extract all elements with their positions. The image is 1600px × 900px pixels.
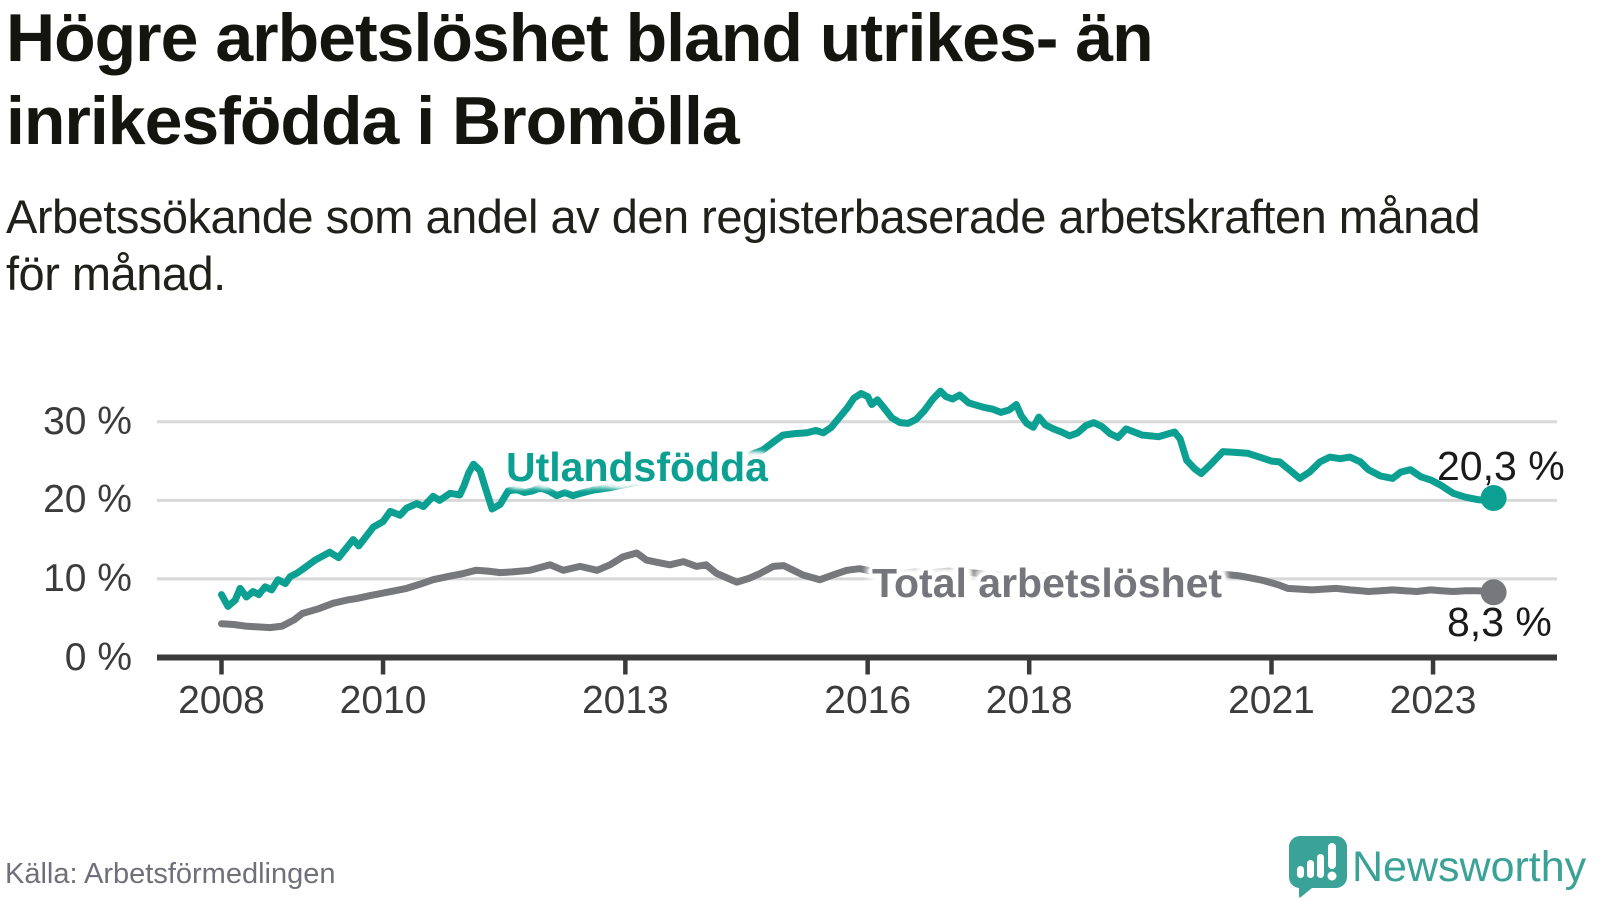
value-label-total-arbetsloshet: 8,3 % [1447, 599, 1552, 645]
end-dot-total [1480, 579, 1507, 606]
x-axis-label-2021: 2021 [1228, 679, 1315, 722]
page-title-line2: inrikesfödda i Bromölla [6, 83, 740, 159]
newsworthy-icon [1288, 836, 1347, 898]
page-subtitle-line1: Arbetssökande som andel av den registerb… [6, 190, 1481, 243]
series-label-total-arbetsloshet: Total arbetslöshet [872, 560, 1223, 606]
series-label-utlandsfodda: Utlandsfödda [506, 444, 768, 490]
newsworthy-logo: Newsworthy [1284, 834, 1600, 900]
x-axis-label-2018: 2018 [985, 679, 1073, 722]
series-line-utlandsfodda [218, 387, 1498, 610]
end-dot-utlandsfodda [1480, 485, 1507, 511]
page-title-line1: Högre arbetslöshet bland utrikes- än [6, 0, 1154, 76]
value-label-utlandsfodda: 20,3 % [1437, 443, 1565, 489]
x-axis-label-2016: 2016 [824, 679, 912, 722]
y-axis-label-30: 30 % [43, 399, 132, 443]
page-subtitle: Arbetssökande som andel av den registerb… [6, 188, 1586, 302]
series-line-total [218, 549, 1498, 632]
x-axis-label-2008: 2008 [178, 679, 265, 722]
page-title: Högre arbetslöshet bland utrikes- än inr… [6, 0, 1566, 163]
y-axis-label-10: 10 % [43, 556, 132, 600]
source-text: Källa: Arbetsförmedlingen [5, 858, 336, 890]
x-axis-label-2023: 2023 [1389, 679, 1477, 722]
y-axis-label-20: 20 % [43, 478, 132, 522]
page-subtitle-line2: för månad. [6, 247, 226, 300]
newsworthy-wordmark: Newsworthy [1352, 843, 1587, 891]
x-axis-label-2013: 2013 [581, 679, 669, 722]
x-axis-label-2010: 2010 [339, 679, 427, 722]
y-axis-label-0: 0 % [64, 635, 132, 679]
